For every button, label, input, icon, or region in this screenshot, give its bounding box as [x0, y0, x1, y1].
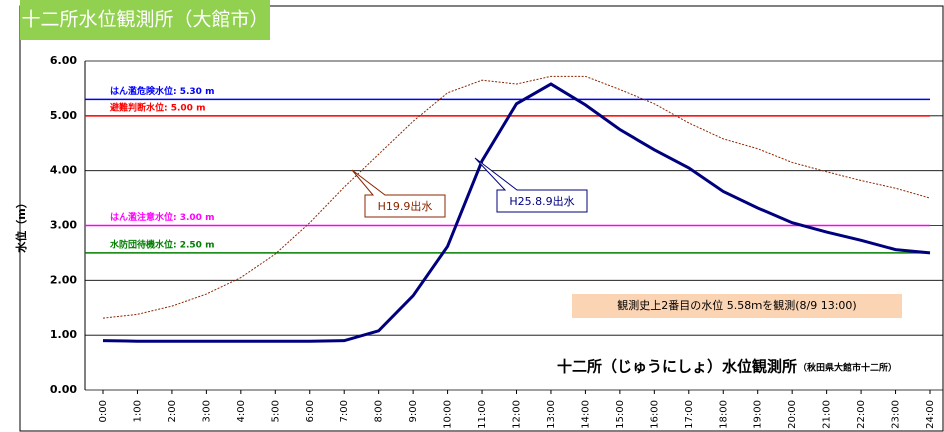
- chart-title: 十二所水位観測所（大館市）: [21, 9, 268, 31]
- y-axis-label: 水位（m）: [14, 197, 28, 252]
- x-tick-label: 18:00: [718, 400, 729, 429]
- x-tick-label: 24:00: [925, 400, 936, 429]
- callout-label: H25.8.9出水: [509, 194, 574, 208]
- x-tick-label: 16:00: [649, 400, 660, 429]
- y-tick-label: 1.00: [50, 328, 77, 341]
- callout-label: H19.9出水: [378, 199, 433, 213]
- x-tick-label: 5:00: [270, 400, 281, 422]
- x-tick-label: 10:00: [443, 400, 454, 429]
- x-tick-label: 6:00: [305, 400, 316, 422]
- note: 観測史上2番目の水位 5.58ｍを観測(8/9 13:00): [617, 298, 856, 312]
- level-label: 避難判断水位: 5.00 m: [110, 101, 205, 113]
- y-tick-label: 6.00: [50, 54, 77, 67]
- x-tick-label: 7:00: [339, 400, 350, 422]
- x-tick-label: 19:00: [753, 400, 764, 429]
- note-box: [572, 294, 902, 318]
- frame: [19, 5, 944, 432]
- y-tick-label: 2.00: [50, 273, 77, 286]
- x-tick-label: 9:00: [408, 400, 419, 422]
- x-tick-label: 21:00: [822, 400, 833, 429]
- x-tick-label: 12:00: [512, 400, 523, 429]
- x-tick-label: 13:00: [546, 400, 557, 429]
- x-tick-label: 23:00: [891, 400, 902, 429]
- series-line: [102, 82, 931, 343]
- callout: [474, 157, 588, 213]
- x-tick-label: 15:00: [615, 400, 626, 429]
- x-tick-label: 1:00: [132, 400, 143, 422]
- station-label: 十二所（じゅうにしょ）水位観測所: [557, 358, 797, 376]
- level-label: はん濫危険水位: 5.30 m: [110, 85, 214, 97]
- title-box: [20, 0, 270, 40]
- x-tick-label: 11:00: [477, 400, 488, 429]
- station-sub: （秋田県大館市十二所）: [798, 362, 897, 374]
- level-label: はん濫注意水位: 3.00 m: [110, 211, 214, 223]
- x-tick-label: 3:00: [201, 400, 212, 422]
- series-line: [102, 75, 931, 319]
- callout: [351, 169, 446, 218]
- x-tick-label: 2:00: [167, 400, 178, 422]
- x-tick-label: 4:00: [236, 400, 247, 422]
- x-tick-label: 22:00: [856, 400, 867, 429]
- x-tick-label: 0:00: [98, 400, 109, 422]
- x-tick-label: 17:00: [684, 400, 695, 429]
- y-tick-label: 5.00: [50, 109, 77, 122]
- x-tick-label: 14:00: [580, 400, 591, 429]
- x-tick-label: 20:00: [787, 400, 798, 429]
- y-tick-label: 4.00: [50, 164, 77, 177]
- y-tick-label: 3.00: [50, 219, 77, 232]
- y-tick-label: 0.00: [50, 383, 77, 396]
- level-label: 水防団待機水位: 2.50 m: [110, 238, 214, 250]
- x-tick-label: 8:00: [374, 400, 385, 422]
